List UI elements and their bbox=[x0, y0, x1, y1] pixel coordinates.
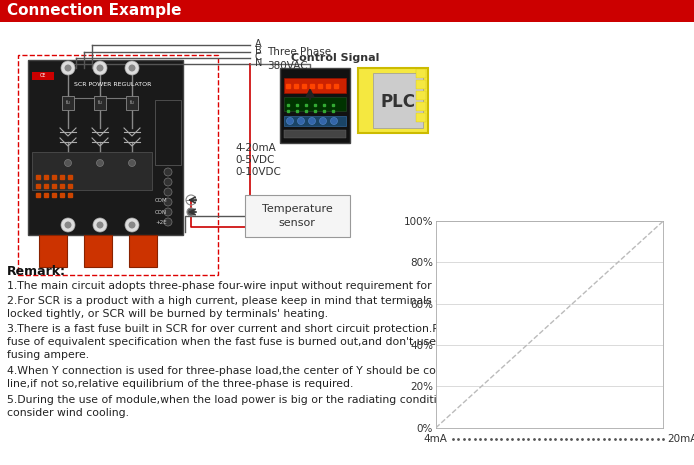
Circle shape bbox=[93, 218, 107, 232]
Text: C: C bbox=[255, 52, 262, 62]
Circle shape bbox=[65, 159, 71, 166]
Circle shape bbox=[93, 61, 107, 75]
Text: CON: CON bbox=[155, 210, 167, 214]
Circle shape bbox=[128, 221, 135, 228]
Bar bbox=[280, 68, 350, 143]
Text: 4-20mA: 4-20mA bbox=[235, 143, 276, 153]
Bar bbox=[284, 97, 346, 111]
Circle shape bbox=[330, 118, 337, 125]
Bar bbox=[416, 69, 426, 78]
Bar bbox=[373, 73, 423, 128]
Circle shape bbox=[187, 208, 195, 216]
Circle shape bbox=[164, 168, 172, 176]
Text: 3.There is a fast fuse built in SCR for over current and short circuit protectio: 3.There is a fast fuse built in SCR for … bbox=[7, 325, 546, 360]
Bar bbox=[62, 96, 74, 110]
Text: 4mA: 4mA bbox=[423, 434, 447, 444]
Circle shape bbox=[164, 178, 172, 186]
Text: 2.For SCR is a product with a high current, please keep in mind that terminals o: 2.For SCR is a product with a high curre… bbox=[7, 296, 555, 319]
Circle shape bbox=[287, 118, 294, 125]
Text: 4.When Y connection is used for three-phase load,the center of Y should be conne: 4.When Y connection is used for three-ph… bbox=[7, 366, 534, 389]
Text: 0-10VDC: 0-10VDC bbox=[235, 167, 281, 177]
Circle shape bbox=[164, 218, 172, 226]
Bar bbox=[416, 113, 426, 122]
Text: SCR POWER REGULATOR: SCR POWER REGULATOR bbox=[74, 82, 152, 87]
Circle shape bbox=[164, 208, 172, 216]
Bar bbox=[358, 68, 428, 133]
Circle shape bbox=[96, 65, 103, 72]
Circle shape bbox=[128, 65, 135, 72]
Circle shape bbox=[309, 118, 316, 125]
Bar bbox=[416, 102, 426, 111]
Bar bbox=[129, 235, 157, 267]
Text: fu: fu bbox=[98, 100, 103, 106]
Bar bbox=[32, 152, 152, 190]
Text: Temperature
sensor: Temperature sensor bbox=[262, 205, 332, 227]
Bar bbox=[155, 100, 181, 165]
Text: 0-5VDC: 0-5VDC bbox=[235, 155, 274, 165]
Circle shape bbox=[65, 221, 71, 228]
Circle shape bbox=[96, 159, 103, 166]
Text: +2E: +2E bbox=[155, 220, 167, 226]
Text: PLC: PLC bbox=[380, 93, 416, 111]
Circle shape bbox=[125, 218, 139, 232]
Text: B: B bbox=[255, 46, 262, 56]
Circle shape bbox=[125, 61, 139, 75]
Text: Control Signal: Control Signal bbox=[291, 53, 379, 63]
Text: Three Phase
380VAC: Three Phase 380VAC bbox=[267, 47, 331, 71]
Circle shape bbox=[164, 198, 172, 206]
Text: fu: fu bbox=[130, 100, 135, 106]
Circle shape bbox=[164, 188, 172, 196]
Circle shape bbox=[96, 221, 103, 228]
Bar bbox=[245, 195, 350, 237]
Bar bbox=[416, 91, 426, 100]
Bar bbox=[284, 78, 346, 93]
Bar bbox=[28, 60, 183, 235]
Circle shape bbox=[298, 118, 305, 125]
Bar bbox=[39, 235, 67, 267]
Bar bbox=[284, 116, 346, 126]
Bar bbox=[416, 80, 426, 89]
Text: A: A bbox=[255, 39, 262, 49]
Circle shape bbox=[128, 159, 135, 166]
Circle shape bbox=[319, 118, 326, 125]
Bar bbox=[94, 96, 106, 110]
Text: 1.The main circuit adopts three-phase four-wire input without requirement for ph: 1.The main circuit adopts three-phase fo… bbox=[7, 281, 527, 291]
Text: Connection Example: Connection Example bbox=[7, 4, 182, 19]
Text: N: N bbox=[255, 58, 262, 68]
Text: 20mA: 20mA bbox=[667, 434, 694, 444]
Bar bbox=[126, 96, 138, 110]
Bar bbox=[284, 130, 346, 138]
Bar bbox=[84, 235, 112, 267]
Circle shape bbox=[61, 218, 75, 232]
Circle shape bbox=[61, 61, 75, 75]
Text: Remark:: Remark: bbox=[7, 265, 66, 278]
Text: fu: fu bbox=[65, 100, 70, 106]
Bar bbox=[18, 55, 218, 275]
Text: COM: COM bbox=[155, 198, 168, 202]
Bar bbox=[0, 0, 694, 22]
Text: 5.During the use of module,when the load power is big or the radiating condition: 5.During the use of module,when the load… bbox=[7, 395, 526, 418]
Circle shape bbox=[65, 65, 71, 72]
Text: CE: CE bbox=[40, 73, 46, 79]
Bar bbox=[32, 72, 54, 80]
